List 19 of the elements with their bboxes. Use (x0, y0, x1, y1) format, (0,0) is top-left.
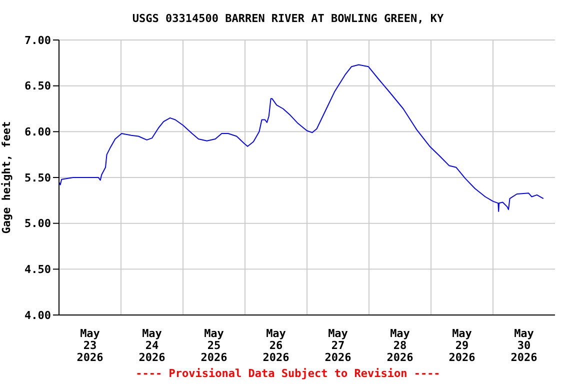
y-tick-label: 4.50 (24, 263, 51, 276)
y-tick-label: 6.00 (24, 126, 51, 139)
x-tick-label: May 24 2026 (138, 327, 166, 364)
y-tick-label: 7.00 (24, 34, 51, 47)
x-tick-label: May 28 2026 (386, 327, 414, 364)
y-tick-label: 4.00 (24, 308, 51, 322)
line-series (59, 64, 544, 212)
chart-title: USGS 03314500 BARREN RIVER AT BOWLING GREEN, KY (131, 12, 445, 25)
text: ---- Provisional Data Subject to Revision ---- (134, 367, 442, 380)
x-tick-label: May 29 2026 (448, 327, 476, 364)
x-tick-label: May 26 2026 (262, 327, 290, 364)
x-tick-label: May 30 2026 (510, 327, 538, 364)
x-tick-label: May 27 2026 (324, 327, 352, 364)
y-tick-label: 5.00 (24, 217, 51, 230)
y-tick-label: 6.50 (24, 80, 51, 93)
y-axis-title: Gage height, feet (0, 121, 13, 234)
y-tick-label: 5.50 (24, 171, 51, 184)
x-tick-label: May 25 2026 (200, 327, 228, 364)
x-tick-label: May 23 2026 (76, 327, 104, 364)
